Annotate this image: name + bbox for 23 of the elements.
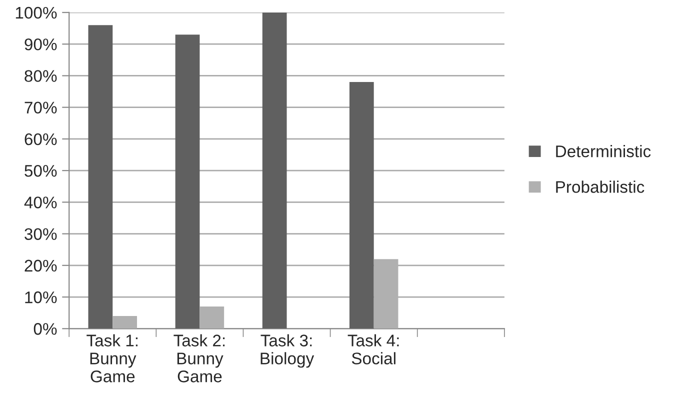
y-tick-label: 70%	[24, 102, 57, 114]
y-tick-label: 80%	[24, 70, 57, 82]
legend-label: Deterministic	[556, 145, 651, 158]
y-tick-label: 40%	[24, 196, 57, 208]
y-tick-label: 20%	[24, 260, 57, 272]
y-tick-label: 30%	[24, 228, 57, 240]
x-tick-label: Task 2: Bunny Game	[174, 334, 225, 382]
y-tick-label: 60%	[24, 133, 57, 146]
bar	[349, 82, 374, 329]
y-tick-label: 10%	[25, 291, 57, 304]
x-tick-label: Task 4: Social	[348, 334, 399, 364]
x-tick-label: Task 3: Biology	[260, 334, 314, 368]
y-tick-label: 0%	[34, 323, 57, 335]
bar	[262, 12, 287, 329]
bar	[88, 25, 113, 329]
y-tick-label: 50%	[24, 164, 57, 177]
bar	[112, 316, 138, 329]
x-tick-label: Task 1: Bunny Game	[86, 334, 138, 382]
y-tick-label: 90%	[24, 38, 57, 50]
bar	[200, 306, 224, 329]
bar	[175, 34, 200, 329]
legend-label: Probabilistic	[556, 180, 644, 193]
y-tick-label: 100%	[16, 6, 57, 19]
